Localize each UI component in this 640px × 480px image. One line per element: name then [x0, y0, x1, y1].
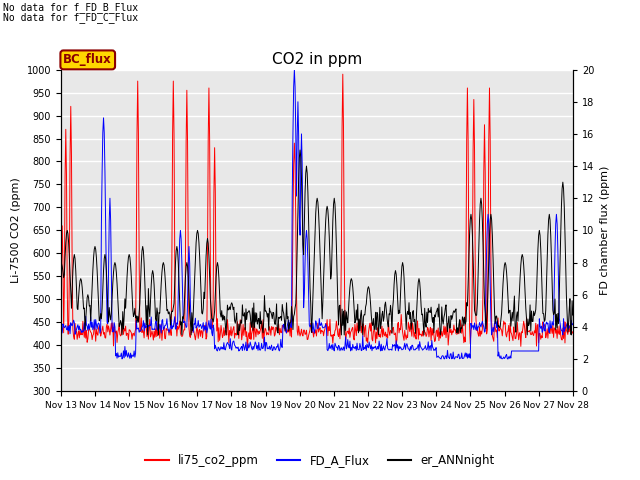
Legend: li75_co2_ppm, FD_A_Flux, er_ANNnight: li75_co2_ppm, FD_A_Flux, er_ANNnight	[140, 449, 500, 472]
Text: BC_flux: BC_flux	[63, 53, 112, 66]
Text: No data for f_FD_B_Flux: No data for f_FD_B_Flux	[3, 2, 138, 13]
Text: No data for f_FD_C_Flux: No data for f_FD_C_Flux	[3, 12, 138, 24]
Y-axis label: FD chamber flux (ppm): FD chamber flux (ppm)	[600, 166, 610, 295]
Title: CO2 in ppm: CO2 in ppm	[271, 52, 362, 67]
Y-axis label: Li-7500 CO2 (ppm): Li-7500 CO2 (ppm)	[11, 178, 21, 283]
